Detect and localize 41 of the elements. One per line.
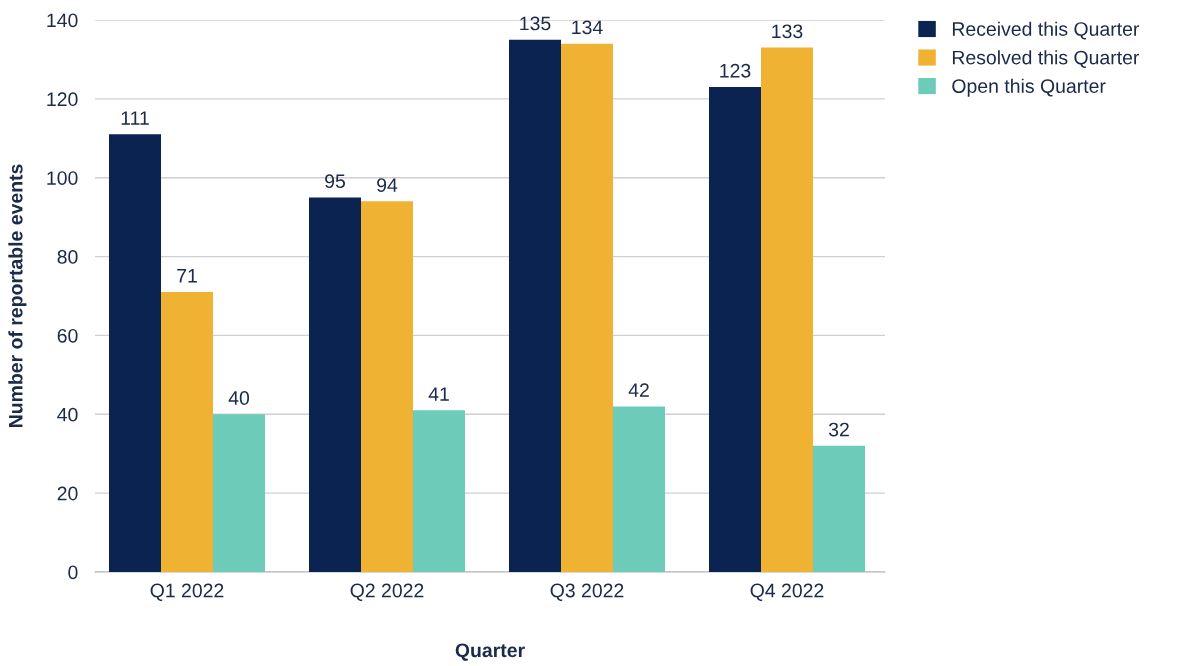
- y-tick-label: 80: [57, 250, 78, 264]
- bar: [213, 414, 265, 572]
- bar: [613, 406, 665, 572]
- y-tick-label: 100: [47, 171, 78, 185]
- bar: [161, 292, 213, 572]
- data-label: 32: [828, 422, 849, 437]
- data-label: 40: [228, 391, 250, 405]
- y-tick-label: 140: [47, 13, 78, 28]
- y-tick-label: 40: [57, 407, 78, 422]
- data-label: 95: [325, 174, 345, 189]
- bar: [361, 201, 413, 572]
- bar: [413, 410, 465, 572]
- x-tick-label: Q4 2022: [750, 583, 824, 601]
- bar: [109, 134, 161, 572]
- x-tick-label: Q1 2022: [150, 583, 224, 601]
- bar: [813, 445, 865, 572]
- y-tick-label: 60: [57, 328, 78, 343]
- data-label: 133: [772, 24, 803, 39]
- data-label: 71: [177, 269, 197, 283]
- legend-label: Received this Quarter: [952, 21, 1140, 40]
- y-axis-title: Number of reportable events: [8, 164, 27, 428]
- bar: [761, 47, 813, 572]
- data-label: 111: [121, 111, 149, 125]
- data-label: 134: [572, 20, 603, 35]
- bar: [309, 197, 361, 572]
- bar: [561, 43, 613, 572]
- bar: [709, 87, 761, 572]
- bar: [509, 39, 561, 572]
- data-label: 94: [377, 178, 398, 192]
- data-label: 42: [628, 383, 649, 397]
- y-tick-label: 20: [57, 486, 78, 501]
- legend-label: Open this Quarter: [952, 78, 1106, 97]
- data-label: 41: [428, 387, 449, 401]
- x-axis-title: Quarter: [455, 643, 525, 661]
- legend-label: Resolved this Quarter: [952, 50, 1140, 68]
- y-tick-label: 0: [68, 565, 78, 580]
- data-label: 123: [720, 63, 751, 78]
- data-label: 135: [520, 16, 551, 31]
- x-tick-label: Q2 2022: [350, 583, 424, 601]
- x-tick-label: Q3 2022: [550, 583, 624, 601]
- y-tick-label: 120: [47, 92, 78, 107]
